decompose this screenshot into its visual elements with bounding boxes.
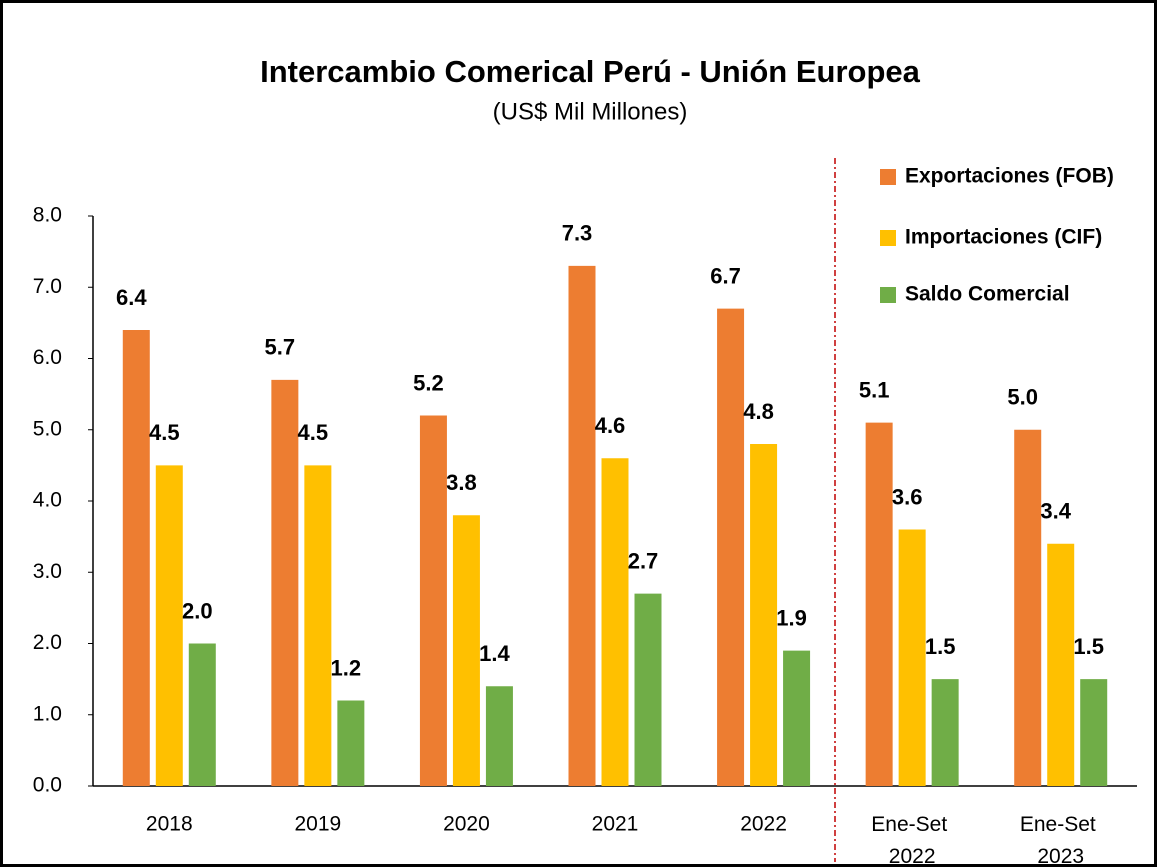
bar	[1047, 543, 1075, 786]
legend-swatch	[880, 169, 896, 185]
data-label: 2.7	[628, 548, 659, 573]
bar	[485, 686, 513, 786]
x-tick-label: Ene-Set 2022	[871, 813, 953, 867]
y-tick-label: 5.0	[33, 417, 62, 440]
bar	[898, 529, 926, 786]
data-label: 5.1	[859, 377, 890, 402]
legend-label: Importaciones (CIF)	[905, 226, 1102, 249]
bar	[865, 422, 893, 786]
data-label: 4.5	[298, 420, 329, 445]
y-tick-label: 0.0	[33, 774, 62, 797]
bar	[634, 593, 662, 786]
bar	[601, 458, 629, 786]
legend-swatch	[880, 287, 896, 303]
y-tick-label: 6.0	[33, 346, 62, 369]
chart-subtitle: (US$ Mil Millones)	[493, 98, 688, 125]
y-tick-label: 1.0	[33, 702, 62, 725]
y-tick-label: 8.0	[33, 204, 62, 227]
data-label: 1.5	[925, 634, 956, 659]
y-tick-label: 2.0	[33, 631, 62, 654]
bar	[419, 415, 447, 786]
x-tick-label: 2019	[294, 813, 341, 836]
bar	[1014, 429, 1042, 786]
x-tick-label: 2022	[740, 813, 787, 836]
bar	[188, 643, 216, 786]
data-label: 5.0	[1007, 385, 1038, 410]
x-tick-label: 2021	[592, 813, 639, 836]
bar	[271, 379, 299, 786]
data-label: 4.5	[149, 420, 180, 445]
data-label: 3.8	[446, 470, 477, 495]
legend-swatch	[880, 230, 896, 246]
legend-label: Exportaciones (FOB)	[905, 165, 1114, 188]
bar	[783, 650, 811, 786]
data-label: 3.4	[1040, 499, 1071, 524]
bar	[750, 444, 778, 786]
data-label: 1.4	[479, 641, 510, 666]
chart-title: Intercambio Comerical Perú - Unión Europ…	[260, 54, 921, 89]
y-tick-label: 3.0	[33, 560, 62, 583]
data-label: 1.9	[776, 605, 807, 630]
bar	[1080, 679, 1108, 786]
bar	[337, 700, 365, 786]
data-label: 1.5	[1073, 634, 1104, 659]
x-tick-label: 2018	[146, 813, 193, 836]
data-label: 3.6	[892, 484, 923, 509]
x-tick-label: Ene-Set 2023	[1020, 813, 1102, 867]
data-label: 5.2	[413, 370, 444, 395]
data-label: 4.6	[595, 413, 626, 438]
data-label: 6.4	[116, 285, 147, 310]
data-label: 4.8	[743, 399, 774, 424]
bar	[452, 515, 480, 786]
bar	[155, 465, 183, 786]
bar	[931, 679, 959, 786]
bar	[122, 330, 150, 786]
data-label: 2.0	[182, 598, 213, 623]
bar	[304, 465, 332, 786]
data-label: 6.7	[710, 263, 741, 288]
x-tick-label: 2020	[443, 813, 490, 836]
bar	[568, 265, 596, 786]
y-tick-label: 4.0	[33, 489, 62, 512]
legend-label: Saldo Comercial	[905, 283, 1070, 306]
data-label: 5.7	[265, 335, 296, 360]
bar	[717, 308, 745, 786]
data-label: 1.2	[331, 655, 362, 680]
data-label: 7.3	[562, 221, 593, 246]
y-tick-label: 7.0	[33, 275, 62, 298]
